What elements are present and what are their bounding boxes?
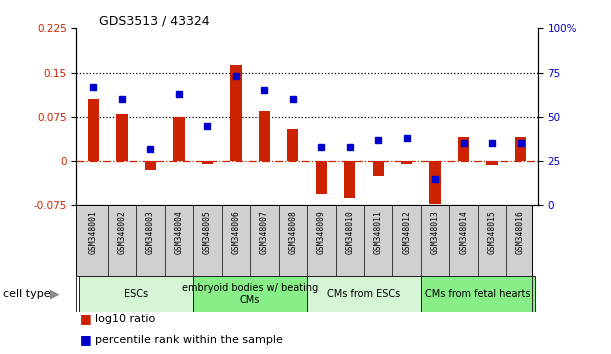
Bar — [344, 161, 356, 198]
Text: GSM348008: GSM348008 — [288, 210, 298, 254]
Bar — [287, 129, 299, 161]
Text: GSM348004: GSM348004 — [174, 210, 183, 254]
Text: GSM348009: GSM348009 — [316, 210, 326, 254]
Text: CMs from fetal hearts: CMs from fetal hearts — [425, 289, 530, 299]
Bar — [230, 65, 241, 161]
Text: GSM348010: GSM348010 — [345, 210, 354, 254]
Bar — [116, 114, 128, 161]
Bar — [458, 137, 469, 161]
Text: GSM348003: GSM348003 — [146, 210, 155, 254]
Text: ■: ■ — [79, 333, 91, 346]
Text: GSM348005: GSM348005 — [203, 210, 212, 254]
Bar — [401, 161, 412, 164]
Text: ESCs: ESCs — [124, 289, 148, 299]
Text: GSM348011: GSM348011 — [374, 210, 382, 254]
Text: GSM348014: GSM348014 — [459, 210, 468, 254]
Text: CMs from ESCs: CMs from ESCs — [327, 289, 401, 299]
Text: GSM348015: GSM348015 — [488, 210, 497, 254]
Bar — [145, 161, 156, 170]
Bar — [307, 276, 421, 312]
Text: log10 ratio: log10 ratio — [95, 314, 155, 324]
Bar — [88, 99, 99, 161]
Text: cell type: cell type — [3, 289, 51, 299]
Bar — [515, 137, 526, 161]
Bar — [202, 161, 213, 164]
Bar — [173, 117, 185, 161]
Text: GSM348001: GSM348001 — [89, 210, 98, 254]
Text: ▶: ▶ — [50, 287, 60, 300]
Text: ■: ■ — [79, 312, 91, 325]
Bar — [193, 276, 307, 312]
Bar — [315, 161, 327, 194]
Text: GSM348012: GSM348012 — [402, 210, 411, 254]
Text: percentile rank within the sample: percentile rank within the sample — [95, 335, 282, 345]
Text: GDS3513 / 43324: GDS3513 / 43324 — [100, 14, 210, 27]
Text: GSM348013: GSM348013 — [431, 210, 440, 254]
Text: GSM348002: GSM348002 — [117, 210, 126, 254]
Text: embryoid bodies w/ beating
CMs: embryoid bodies w/ beating CMs — [182, 283, 318, 305]
Text: GSM348007: GSM348007 — [260, 210, 269, 254]
Bar — [421, 276, 535, 312]
Bar — [430, 161, 441, 204]
Text: GSM348016: GSM348016 — [516, 210, 525, 254]
Bar — [258, 111, 270, 161]
Text: GSM348006: GSM348006 — [232, 210, 240, 254]
Bar — [79, 276, 193, 312]
Bar — [373, 161, 384, 176]
Bar — [486, 161, 498, 165]
